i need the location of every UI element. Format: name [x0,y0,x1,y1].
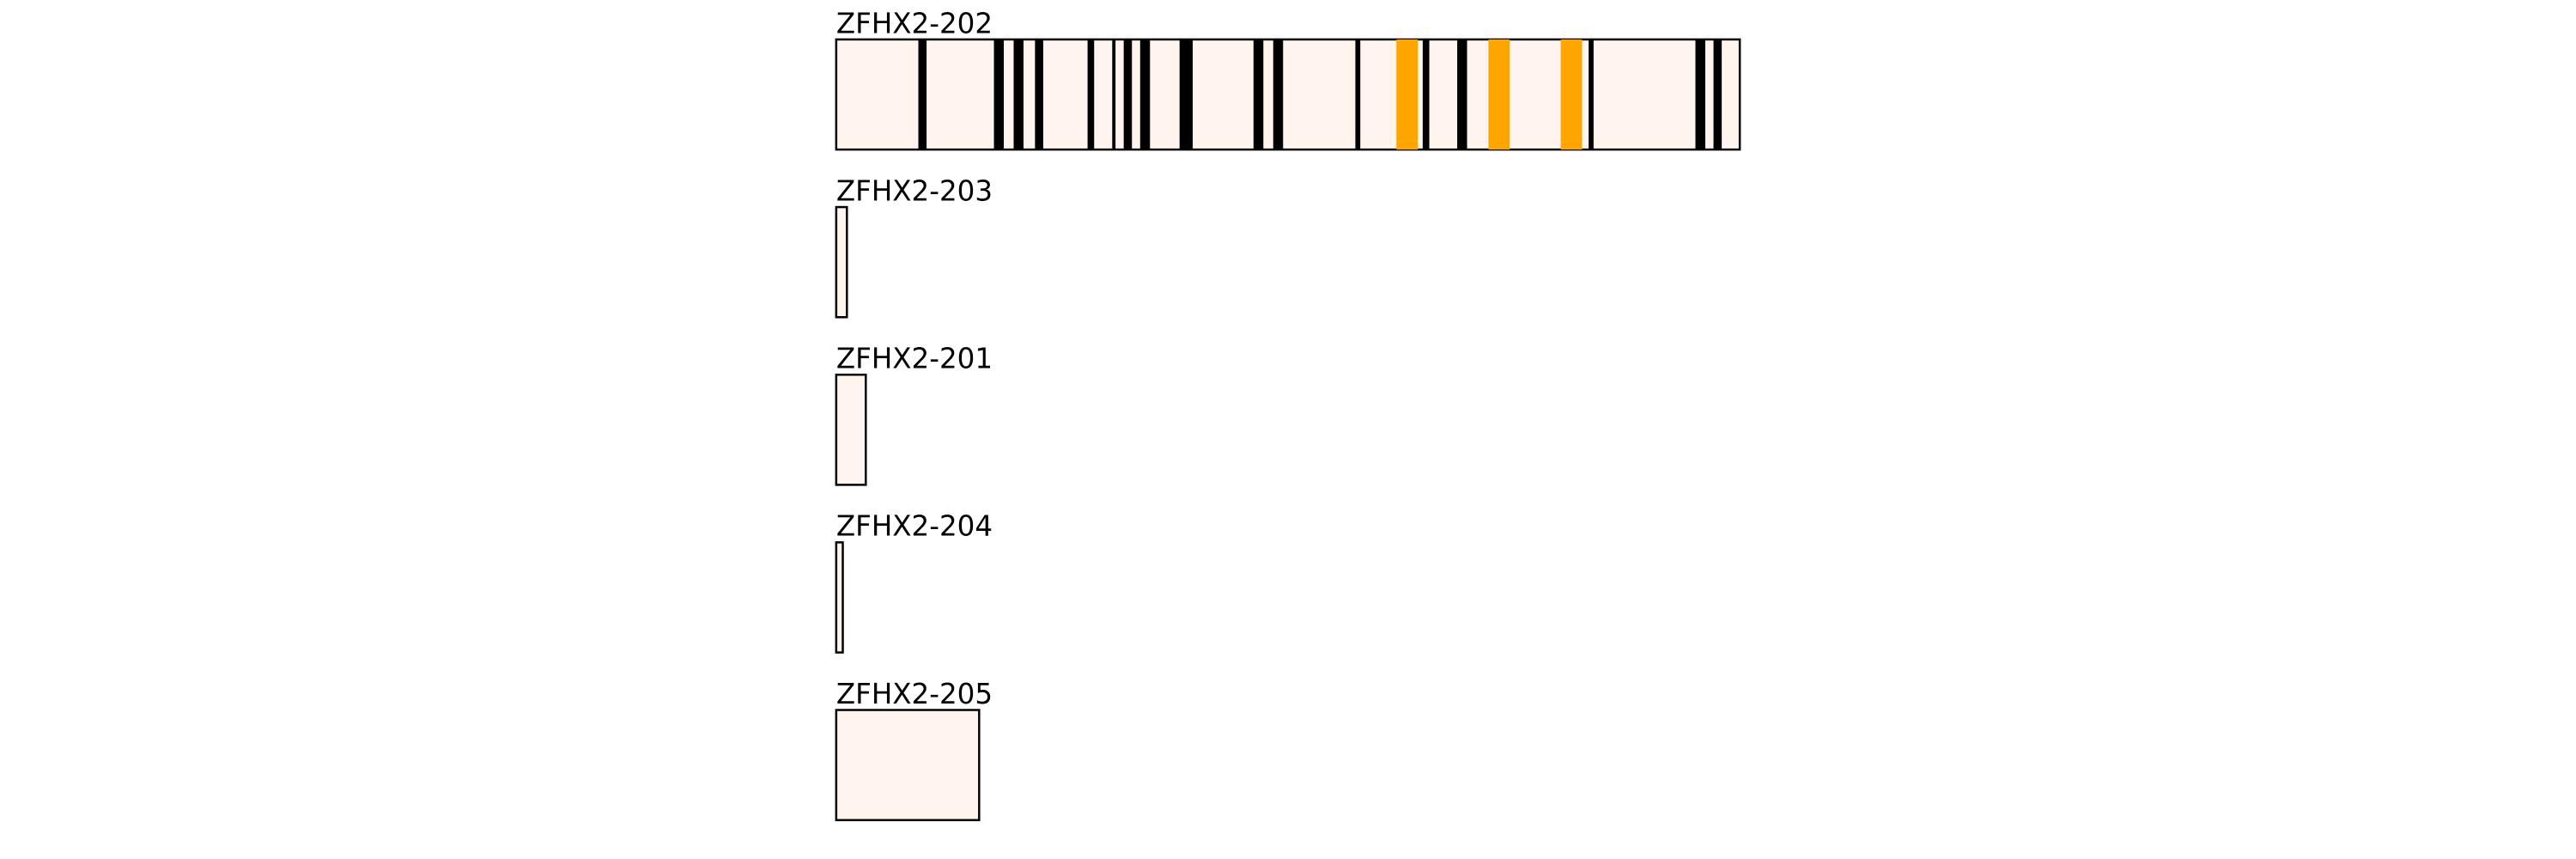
transcript-box [835,205,848,319]
exon-boundary [1457,39,1467,150]
exon-boundary [1355,39,1361,150]
exon-boundary [1013,39,1024,150]
exon-boundary [1035,39,1043,150]
transcript-label: ZFHX2-202 [836,7,993,40]
exon-boundary [1179,39,1194,150]
exon-boundary [1589,39,1594,150]
domain-band [1396,39,1419,150]
exon-boundary [1253,39,1264,150]
transcript-box [835,373,867,486]
domain-band [1560,39,1583,150]
exon-boundary [1422,39,1430,150]
transcript-label: ZFHX2-205 [836,678,993,710]
transcript-label: ZFHX2-204 [836,510,993,543]
exon-boundary [1273,39,1284,150]
transcript-box [835,709,981,821]
exon-boundary [1112,39,1116,150]
transcript-box [835,38,1741,151]
transcript-202 [835,38,1741,151]
domain-band [1488,39,1510,150]
transcript-label: ZFHX2-203 [836,174,993,207]
exon-boundary [1139,39,1151,150]
exon-boundary [1713,39,1722,150]
exon-boundary [1123,39,1133,150]
transcript-label: ZFHX2-201 [836,343,993,375]
transcript-box [835,541,844,654]
exon-boundary [918,39,927,150]
exon-boundary [1695,39,1705,150]
exon-boundary [993,39,1005,150]
exon-boundary [1087,39,1095,150]
